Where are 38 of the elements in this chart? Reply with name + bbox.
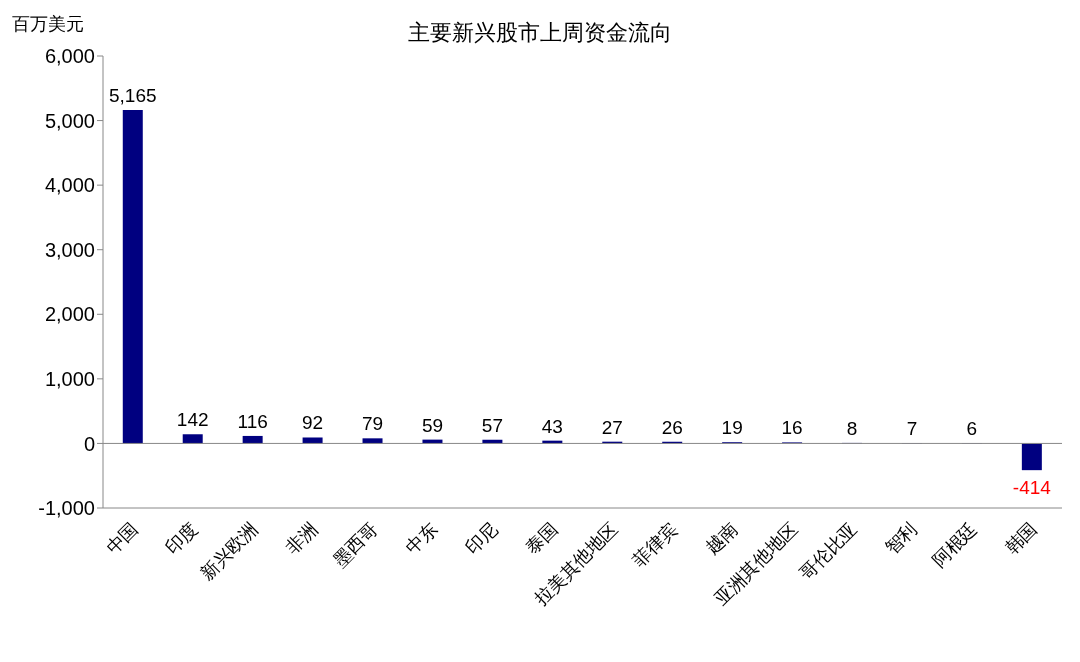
data-label: 92 bbox=[302, 412, 324, 434]
y-tick-label: 1,000 bbox=[44, 367, 95, 390]
data-label: 7 bbox=[906, 417, 918, 439]
data-label: 142 bbox=[176, 409, 209, 431]
data-label: 59 bbox=[421, 414, 444, 436]
x-tick-label: 印度 bbox=[161, 517, 202, 559]
x-tick-label: 泰国 bbox=[521, 517, 562, 559]
x-tick-label: 印尼 bbox=[461, 517, 502, 559]
x-tick-label: 菲律宾 bbox=[628, 517, 682, 572]
x-tick-label: 韩国 bbox=[1000, 517, 1041, 559]
x-tick-label: 越南 bbox=[700, 517, 742, 559]
data-label: 27 bbox=[601, 416, 623, 438]
x-tick-label: 墨西哥 bbox=[328, 517, 382, 572]
y-tick-label: -1,000 bbox=[38, 497, 95, 520]
x-tick-label: 非洲 bbox=[281, 517, 322, 559]
data-label: 116 bbox=[237, 410, 268, 432]
y-tick-label: 6,000 bbox=[44, 45, 95, 68]
data-label: 8 bbox=[846, 417, 858, 439]
data-label: 16 bbox=[781, 417, 803, 439]
y-tick-label: 3,000 bbox=[44, 238, 95, 261]
y-tick-label: 4,000 bbox=[44, 174, 95, 197]
y-tick-label: 0 bbox=[83, 432, 95, 455]
chart-title: 主要新兴股市上周资金流向 bbox=[408, 20, 672, 45]
x-tick-label: 智利 bbox=[880, 517, 921, 559]
x-tick-label: 阿根廷 bbox=[927, 517, 981, 572]
data-label: 5,165 bbox=[109, 84, 157, 106]
data-label: -414 bbox=[1012, 477, 1052, 499]
y-tick-label: 2,000 bbox=[44, 303, 95, 326]
data-label: 26 bbox=[661, 416, 683, 438]
x-tick-label: 中东 bbox=[401, 517, 442, 559]
data-label: 79 bbox=[361, 413, 384, 435]
data-label: 57 bbox=[481, 414, 503, 436]
data-label: 19 bbox=[721, 417, 743, 439]
x-tick-label: 中国 bbox=[101, 517, 142, 559]
data-label: 43 bbox=[541, 415, 563, 437]
y-axis-title: 百万美元 bbox=[12, 12, 84, 36]
data-label: 6 bbox=[966, 418, 978, 440]
y-tick-label: 5,000 bbox=[44, 109, 95, 132]
